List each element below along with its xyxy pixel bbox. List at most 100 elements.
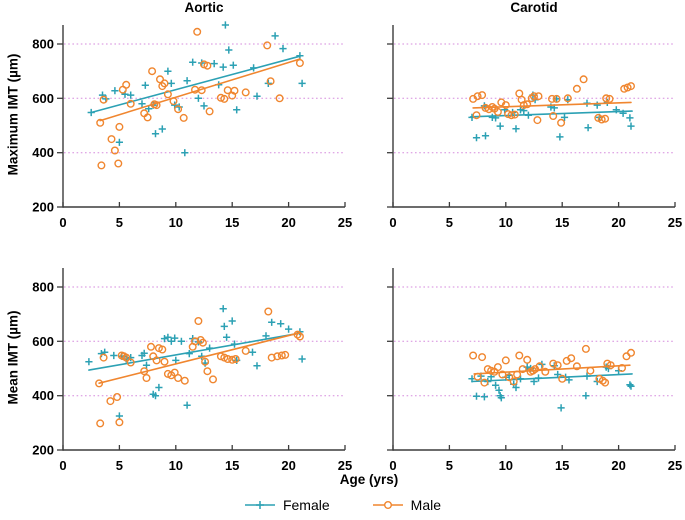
data-point-male — [203, 61, 212, 70]
data-point-male — [601, 378, 610, 387]
data-point-male — [158, 345, 167, 354]
data-point-female — [496, 122, 504, 130]
data-point-male — [201, 357, 210, 366]
data-point-male — [552, 94, 561, 103]
x-tick-label-10: 10 — [499, 458, 513, 473]
data-point-female — [497, 394, 505, 402]
trend-line-female — [90, 55, 301, 114]
data-point-female — [228, 317, 236, 325]
data-point-female — [221, 21, 229, 29]
circle-marker-icon — [383, 501, 392, 509]
x-tick-label-5: 5 — [446, 458, 453, 473]
x-tick-label-25: 25 — [668, 458, 682, 473]
data-point-male — [606, 361, 615, 370]
column-title-carotid: Carotid — [510, 0, 558, 15]
y-tick-label-800: 800 — [32, 37, 54, 52]
data-point-female — [512, 125, 520, 133]
data-point-female — [627, 382, 635, 390]
data-point-female — [140, 349, 148, 357]
data-point-female — [277, 320, 285, 328]
data-point-female — [233, 106, 241, 114]
data-point-female — [230, 340, 239, 348]
data-point-male — [122, 353, 131, 362]
data-point-female — [285, 325, 293, 333]
data-point-male — [228, 355, 237, 364]
data-point-male — [241, 88, 250, 97]
data-point-male — [598, 376, 607, 385]
data-point-male — [216, 93, 225, 102]
data-point-female — [524, 111, 532, 119]
data-point-female — [138, 100, 146, 108]
data-point-female — [583, 372, 591, 380]
data-point-male — [126, 99, 135, 108]
x-tick-label-0: 0 — [59, 458, 66, 473]
data-point-female — [175, 103, 183, 111]
data-point-female — [183, 77, 191, 85]
x-tick-label-15: 15 — [555, 215, 569, 230]
data-point-male — [241, 346, 250, 355]
x-tick-label-0: 0 — [59, 215, 66, 230]
data-point-male — [113, 392, 122, 401]
data-point-male — [478, 91, 487, 100]
data-point-female — [512, 383, 520, 392]
data-point-female — [619, 109, 627, 117]
data-point-female — [155, 383, 163, 392]
data-point-male — [275, 94, 284, 103]
data-point-male — [194, 317, 203, 326]
data-point-female — [164, 333, 172, 341]
data-point-female — [593, 101, 601, 109]
trend-line-male — [472, 101, 632, 109]
data-point-male — [140, 367, 149, 376]
data-point-male — [534, 92, 543, 101]
data-point-female — [110, 351, 118, 360]
data-point-female — [626, 114, 634, 122]
y-tick-label-200: 200 — [32, 200, 54, 215]
data-point-male — [469, 351, 478, 360]
data-point-male — [99, 95, 108, 104]
data-point-male — [115, 122, 124, 131]
data-point-male — [197, 86, 206, 95]
y-tick-label-600: 600 — [32, 334, 54, 349]
data-point-female — [98, 91, 107, 99]
data-point-male — [203, 367, 212, 376]
data-point-male — [122, 80, 131, 89]
x-tick-label-20: 20 — [281, 458, 295, 473]
data-point-male — [160, 357, 169, 366]
data-point-female — [612, 106, 620, 114]
data-point-female — [626, 381, 634, 389]
data-point-female — [530, 377, 538, 386]
data-point-male — [106, 397, 115, 406]
data-point-female — [160, 335, 169, 343]
data-point-male — [205, 107, 214, 116]
x-tick-label-20: 20 — [281, 215, 295, 230]
data-point-male — [155, 75, 164, 84]
legend-label-male: Male — [410, 497, 442, 513]
data-point-male — [558, 374, 567, 383]
data-point-male — [472, 111, 481, 120]
data-point-male — [295, 332, 304, 341]
data-point-male — [96, 419, 105, 428]
data-point-male — [293, 330, 302, 339]
data-point-female — [127, 91, 135, 99]
data-point-male — [572, 84, 581, 93]
data-point-female — [167, 337, 175, 345]
data-point-male — [231, 354, 240, 363]
data-point-female — [268, 318, 276, 326]
x-tick-label-5: 5 — [116, 215, 123, 230]
data-point-female — [115, 138, 123, 146]
data-point-female — [534, 374, 543, 382]
data-point-female — [250, 64, 258, 72]
data-point-male — [473, 372, 482, 381]
data-point-female — [627, 122, 635, 130]
data-point-female — [253, 362, 261, 370]
y-tick-label-800: 800 — [32, 280, 54, 295]
data-point-male — [572, 362, 581, 371]
data-point-male — [488, 102, 497, 111]
x-tick-label-10: 10 — [169, 458, 183, 473]
data-point-male — [110, 146, 119, 155]
data-point-male — [152, 356, 161, 365]
legend-item-female: Female — [244, 497, 330, 513]
data-point-female — [141, 81, 149, 89]
data-point-female — [472, 392, 481, 400]
